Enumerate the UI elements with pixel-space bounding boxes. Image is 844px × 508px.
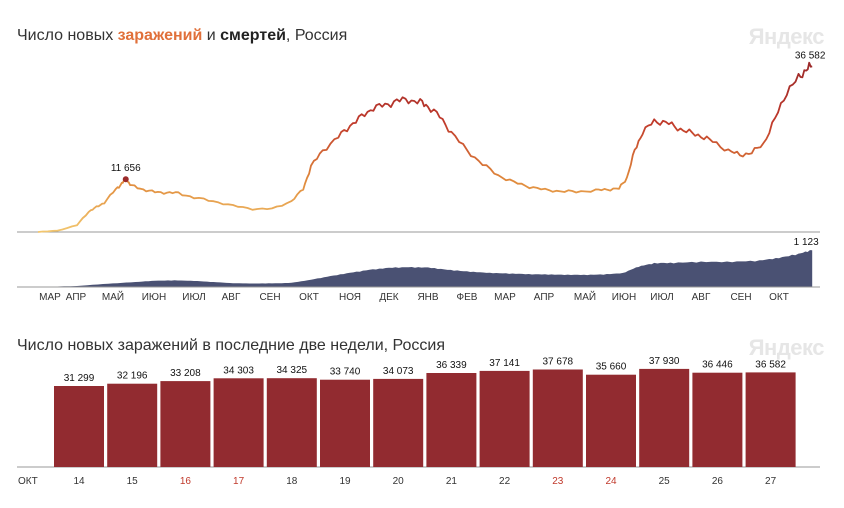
- bar-day-label: 16: [180, 476, 192, 487]
- bar-day-label: 20: [393, 476, 405, 487]
- bar-value-label: 35 660: [596, 362, 627, 373]
- bar-value-label: 36 582: [755, 359, 786, 370]
- bar-day-label: 24: [605, 476, 617, 487]
- month-tick-label: СЕН: [259, 292, 280, 303]
- month-tick-label: ДЕК: [379, 292, 398, 303]
- bars-chart-title: Число новых заражений в последние две не…: [17, 337, 445, 354]
- bar-value-label: 31 299: [64, 373, 95, 384]
- deaths-last-value-label: 1 123: [794, 237, 819, 248]
- bar: [373, 378, 424, 467]
- bar-value-label: 36 446: [702, 360, 733, 371]
- month-tick-label: ИЮН: [142, 292, 167, 303]
- month-tick-label: ОКТ: [299, 292, 319, 303]
- yandex-logo-bars: Яндекс: [748, 335, 825, 360]
- title-suffix: , Россия: [285, 27, 348, 44]
- month-tick-label: ИЮН: [612, 292, 637, 303]
- month-tick-label: ФЕВ: [457, 292, 478, 303]
- bar-day-label: 25: [659, 476, 671, 487]
- bar: [320, 379, 370, 467]
- month-tick-label: ИЮЛ: [650, 292, 673, 303]
- month-tick-label: ИЮЛ: [182, 292, 205, 303]
- bar: [54, 386, 104, 467]
- month-tick-label: АПР: [534, 292, 555, 303]
- peak-value-label: 11 656: [111, 163, 141, 174]
- bar: [639, 368, 690, 467]
- bar: [586, 374, 636, 467]
- last-value-label: 36 582: [795, 50, 826, 61]
- main-chart-title: Число новых заражений и смертей, Россия: [17, 27, 347, 45]
- deaths-area-chart: 1 123: [17, 237, 820, 288]
- title-and: и: [202, 27, 221, 44]
- bar-day-label: 19: [339, 476, 351, 487]
- title-infections: заражений: [117, 27, 203, 44]
- month-tick-label: АПР: [66, 292, 87, 303]
- bar-day-label: 21: [446, 476, 458, 487]
- month-axis: МАР АПР МАЙ ИЮН ИЮЛ АВГ СЕН ОКТ НОЯ ДЕК ЯНВ ФЕВ МАР А…: [39, 290, 789, 303]
- month-tick-label: НОЯ: [339, 292, 361, 303]
- bar-day-label: 18: [286, 476, 298, 487]
- bar-day-label: 27: [765, 476, 777, 487]
- bar: [426, 373, 477, 467]
- infections-line-chart: 11 656 36 582: [17, 50, 826, 233]
- bar-value-label: 34 073: [383, 366, 414, 377]
- month-tick-label: ОКТ: [769, 292, 789, 303]
- deaths-series-area: [38, 250, 813, 287]
- bar: [213, 378, 264, 467]
- bar-value-label: 34 303: [223, 365, 254, 376]
- bar: [266, 378, 317, 467]
- month-tick-label: МАР: [39, 292, 61, 303]
- infections-series-line: [37, 61, 813, 233]
- bar-value-label: 36 339: [436, 360, 467, 371]
- month-tick-label: МАЙ: [574, 290, 596, 303]
- bar: [160, 381, 211, 467]
- title-prefix: Число новых: [17, 27, 118, 44]
- title-deaths: смертей: [220, 27, 286, 44]
- bar-day-label: 26: [712, 476, 724, 487]
- month-tick-label: АВГ: [692, 292, 711, 303]
- month-tick-label: МАР: [494, 292, 516, 303]
- bar-value-label: 33 740: [330, 367, 361, 378]
- month-tick-label: СЕН: [730, 292, 751, 303]
- bar: [107, 383, 158, 467]
- bar-value-label: 37 141: [489, 358, 520, 369]
- month-tick-label: АВГ: [222, 292, 241, 303]
- bars-month-label: ОКТ: [18, 476, 38, 487]
- bar: [479, 370, 530, 467]
- month-tick-label: ЯНВ: [417, 292, 438, 303]
- bar-value-label: 32 196: [117, 371, 148, 382]
- bar-value-label: 37 678: [543, 357, 574, 368]
- bar-day-label: 22: [499, 476, 511, 487]
- peak-point: [122, 176, 129, 183]
- bar-value-label: 33 208: [170, 368, 201, 379]
- bar-day-label: 15: [127, 476, 139, 487]
- bar: [692, 372, 743, 467]
- bar-value-label: 34 325: [277, 365, 308, 376]
- bar-value-label: 37 930: [649, 356, 680, 367]
- bar: [745, 372, 796, 467]
- bar-day-label: 14: [73, 476, 85, 487]
- yandex-logo: Яндекс: [748, 24, 825, 49]
- month-tick-label: МАЙ: [102, 290, 124, 303]
- bar: [532, 369, 583, 467]
- bar-day-label: 17: [233, 476, 245, 487]
- bar-day-label: 23: [552, 476, 564, 487]
- bars-chart: 31 299 14 32 196 15 33 208 16 34 303 17 34 325 18…: [17, 356, 820, 487]
